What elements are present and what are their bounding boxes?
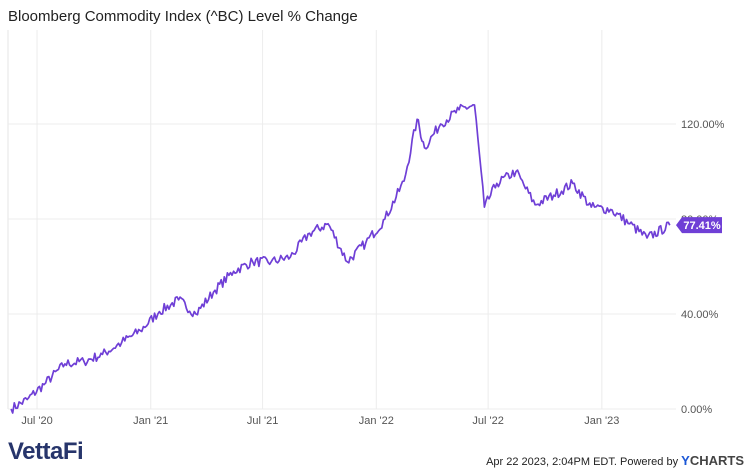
y-tick-label: 40.00% [681, 309, 719, 321]
y-axis: 0.00%40.00%80.00%120.00% [681, 119, 725, 416]
timestamp-credit: Apr 22 2023, 2:04PM EDT. Powered by YCHA… [486, 453, 744, 468]
last-value-badge [676, 217, 722, 234]
x-tick-label: Jul '21 [247, 415, 278, 427]
y-tick-label: 0.00% [681, 404, 712, 416]
line-chart: Jul '20 Jan '21 Jul '21 Jan '22 Jul '22 Jan '… [7, 30, 725, 427]
grid-lines [7, 30, 676, 410]
ycharts-y: Y [681, 453, 690, 468]
last-value-tag: 77.41% [676, 217, 722, 234]
x-tick-label: Jan '22 [359, 415, 394, 427]
footer: VettaFi Apr 22 2023, 2:04PM EDT. Powered… [0, 430, 750, 470]
vettafi-logo: VettaFi [8, 438, 84, 465]
chart-title: Bloomberg Commodity Index (^BC) Level % … [8, 8, 358, 25]
series-layer [10, 103, 671, 414]
ycharts-rest: CHARTS [689, 453, 744, 468]
x-tick-label: Jan '23 [584, 415, 619, 427]
powered-by-text: Powered by [620, 456, 679, 468]
x-tick-label: Jul '20 [21, 415, 52, 427]
ycharts-brand[interactable]: YCHARTS [681, 453, 744, 468]
y-tick-label: 120.00% [681, 119, 725, 131]
series-line [10, 103, 671, 414]
timestamp: Apr 22 2023, 2:04PM EDT. [486, 456, 617, 468]
x-tick-label: Jul '22 [472, 415, 503, 427]
last-value-label: 77.41% [683, 220, 721, 232]
x-tick-label: Jan '21 [133, 415, 168, 427]
x-axis: Jul '20 Jan '21 Jul '21 Jan '22 Jul '22 Jan '… [21, 415, 619, 427]
